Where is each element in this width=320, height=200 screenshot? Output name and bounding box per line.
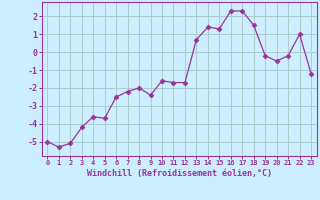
X-axis label: Windchill (Refroidissement éolien,°C): Windchill (Refroidissement éolien,°C) bbox=[87, 169, 272, 178]
